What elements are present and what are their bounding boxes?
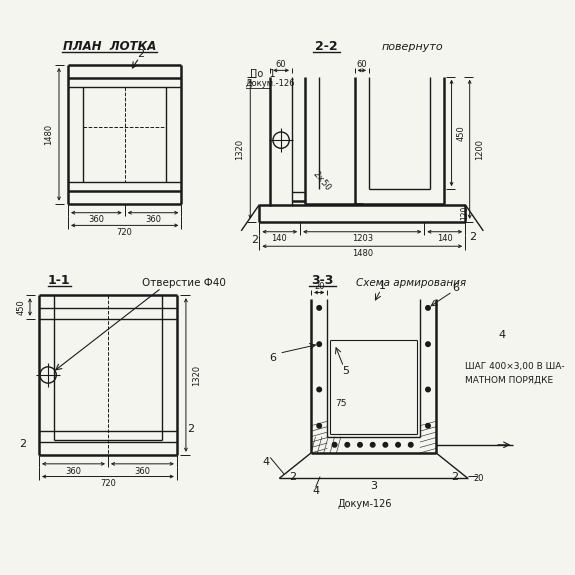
Circle shape <box>317 306 321 310</box>
Text: По  1: По 1 <box>250 69 276 79</box>
Circle shape <box>426 424 430 428</box>
Text: 60: 60 <box>276 60 286 68</box>
Text: 5: 5 <box>342 366 349 377</box>
Text: 1-1: 1-1 <box>48 274 70 287</box>
Text: 1320: 1320 <box>235 139 244 160</box>
Circle shape <box>408 443 413 447</box>
Text: 2: 2 <box>289 472 297 481</box>
Text: 4: 4 <box>499 330 506 340</box>
Text: 2: 2 <box>251 235 258 245</box>
Text: 450: 450 <box>457 125 466 141</box>
Text: 1203: 1203 <box>352 235 373 243</box>
Text: 720: 720 <box>100 480 116 488</box>
Circle shape <box>426 342 430 346</box>
Text: Докум-126: Докум-126 <box>338 499 392 509</box>
Text: 60: 60 <box>356 60 367 68</box>
Text: 20: 20 <box>473 474 484 483</box>
Text: 720: 720 <box>117 228 133 237</box>
Text: 4: 4 <box>312 486 319 496</box>
Text: 6: 6 <box>453 283 459 293</box>
Text: 1480: 1480 <box>44 124 52 145</box>
Text: 3-3: 3-3 <box>310 274 333 287</box>
Text: повернуто: повернуто <box>382 42 443 52</box>
Text: 2: 2 <box>187 424 194 434</box>
Text: ШАГ 400×3,00 В ША-
МАТНОМ ПОРЯДКЕ: ШАГ 400×3,00 В ША- МАТНОМ ПОРЯДКЕ <box>465 362 565 384</box>
Text: ПЛАН  ЛОТКА: ПЛАН ЛОТКА <box>63 40 156 53</box>
Text: 1200: 1200 <box>475 139 484 160</box>
Text: 2-2: 2-2 <box>315 40 338 53</box>
Circle shape <box>370 443 375 447</box>
Circle shape <box>383 443 388 447</box>
Text: Схема армирования: Схема армирования <box>356 278 466 289</box>
Text: 1: 1 <box>379 281 386 291</box>
Text: 120: 120 <box>460 206 469 220</box>
Text: 4: 4 <box>262 457 269 467</box>
Text: Докум.-126: Докум.-126 <box>246 79 295 89</box>
Text: 2×50: 2×50 <box>311 170 333 193</box>
Circle shape <box>317 342 321 346</box>
Circle shape <box>426 306 430 310</box>
Circle shape <box>345 443 350 447</box>
Text: 6: 6 <box>270 353 277 363</box>
Text: 2: 2 <box>469 232 476 242</box>
Text: 360: 360 <box>89 216 105 224</box>
Text: 3: 3 <box>370 481 377 490</box>
Text: 140: 140 <box>438 235 453 243</box>
Circle shape <box>317 424 321 428</box>
Text: 360: 360 <box>145 216 161 224</box>
Text: 2: 2 <box>19 439 26 449</box>
Circle shape <box>317 387 321 392</box>
Text: 1320: 1320 <box>192 365 201 386</box>
Circle shape <box>358 443 362 447</box>
Text: 2: 2 <box>451 472 458 481</box>
Circle shape <box>332 443 337 447</box>
Text: Отверстие Ф40: Отверстие Ф40 <box>142 278 226 288</box>
Text: 2: 2 <box>137 49 144 59</box>
Text: 140: 140 <box>271 235 287 243</box>
Text: 450: 450 <box>17 299 25 315</box>
Text: 360: 360 <box>135 466 151 476</box>
Circle shape <box>426 387 430 392</box>
Text: 20: 20 <box>314 282 324 290</box>
Text: 75: 75 <box>335 398 347 408</box>
Text: 360: 360 <box>66 466 82 476</box>
Circle shape <box>396 443 400 447</box>
Text: 1480: 1480 <box>352 249 373 258</box>
